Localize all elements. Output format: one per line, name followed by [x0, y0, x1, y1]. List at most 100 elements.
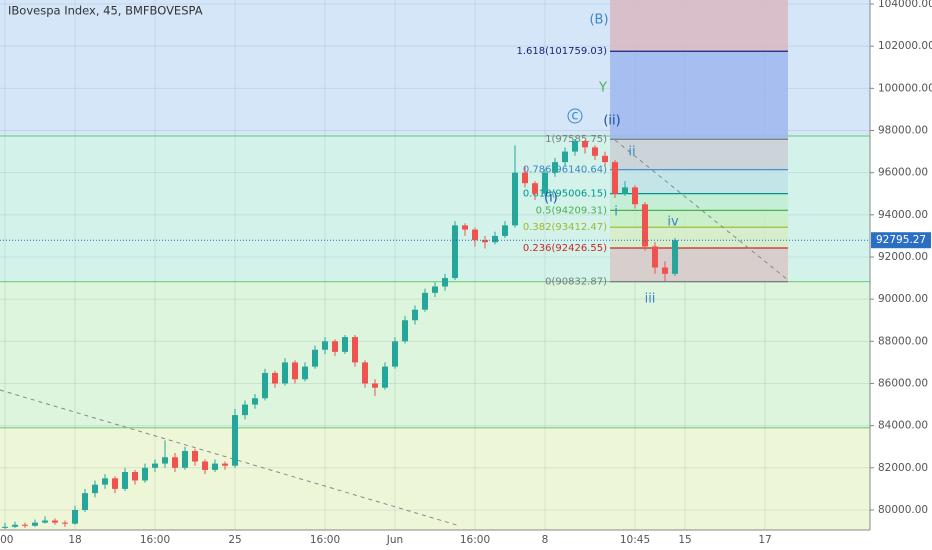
wave-label: (i) [544, 191, 558, 206]
candle-body [192, 450, 198, 462]
fib-band [610, 247, 788, 282]
candle-body [522, 172, 528, 184]
last-price-box [871, 232, 931, 249]
candle-body [502, 225, 508, 236]
candle-body [172, 457, 178, 468]
candle-body [472, 229, 478, 241]
wave-label: i [614, 205, 618, 220]
candle-body [42, 520, 48, 523]
wave-label: (B) [589, 13, 608, 28]
y-tick-label: 82000.00 [878, 462, 928, 474]
candle-body [552, 162, 558, 173]
y-tick-label: 80000.00 [878, 504, 928, 516]
candle-body [52, 520, 58, 523]
candle-body [672, 240, 678, 274]
candle-body [622, 187, 628, 194]
candle-body [662, 267, 668, 274]
x-tick-label: :00 [0, 534, 13, 546]
candle-body [392, 341, 398, 367]
candle-body [102, 478, 108, 485]
x-tick-label: 17 [758, 534, 771, 546]
candle-body [82, 493, 88, 510]
wave-label: iv [667, 215, 679, 230]
chart-title: IBovespa Index, 45, BMFBOVESPA [8, 4, 203, 18]
candle-body [262, 372, 268, 399]
zone [0, 281, 870, 428]
y-tick-label: 102000.00 [878, 40, 932, 52]
candle-body [642, 204, 648, 247]
candle-body [292, 362, 298, 380]
wave-label: (ii) [603, 114, 620, 129]
fib-band [610, 210, 788, 228]
y-tick-label: 86000.00 [878, 377, 928, 389]
candles [0, 139, 870, 529]
candle-body [542, 172, 548, 194]
fib-label: 0.618(95006.15) [523, 189, 607, 200]
wave-circle [567, 108, 583, 124]
candle-body [92, 484, 98, 494]
fib-band [610, 139, 788, 170]
y-tick-label: 100000.00 [878, 82, 932, 94]
candle-body [342, 337, 348, 352]
fibonacci: 0(90832.87) 0.236(92426.55) 0.382(93412.47… [516, 0, 788, 288]
candle-body [62, 522, 68, 524]
fib-band [610, 227, 788, 248]
candle-body [22, 524, 28, 526]
candle-body [112, 478, 118, 489]
candle-body [592, 147, 598, 156]
fib-band [610, 0, 788, 52]
fib-label: 0(90832.87) [545, 277, 607, 288]
fib-label: 0.5(94209.31) [536, 205, 608, 216]
candle-body [222, 463, 228, 466]
candle-body [572, 141, 578, 152]
candle-body [332, 341, 338, 352]
x-tick-label: 25 [228, 534, 241, 546]
candle-body [412, 309, 418, 321]
candle-body [242, 404, 248, 416]
candle-body [422, 292, 428, 310]
candle-body [252, 398, 258, 405]
candle-body [232, 415, 238, 466]
y-tick-label: 104000.00 [878, 0, 932, 10]
candle-body [382, 366, 388, 388]
candle-body [162, 457, 168, 464]
y-tick-label: 94000.00 [878, 209, 928, 221]
candle-body [532, 183, 538, 194]
y-tick-label: 84000.00 [878, 420, 928, 432]
candle-body [612, 162, 618, 194]
candle-body [212, 463, 218, 470]
y-tick-label: 88000.00 [878, 335, 928, 347]
candle-body [122, 472, 128, 489]
candle-body [72, 509, 78, 524]
fib-label: 1.618(101759.03) [516, 46, 607, 57]
candle-body [512, 172, 518, 226]
x-tick-label: 18 [68, 534, 81, 546]
y-tick-label: 98000.00 [878, 124, 928, 136]
trend-line [614, 139, 789, 281]
candle-body [272, 372, 278, 384]
candle-body [2, 526, 8, 528]
fib-label: 0.786(96140.64) [523, 165, 607, 176]
candle-body [482, 240, 488, 243]
candle-body [402, 320, 408, 342]
candle-body [142, 467, 148, 481]
wave-label: ii [628, 145, 635, 160]
wave-label: Y [598, 81, 607, 96]
candle-body [152, 463, 158, 468]
candle-body [312, 349, 318, 367]
y-tick-label: 90000.00 [878, 293, 928, 305]
x-tick-label: 15 [678, 534, 691, 546]
candle-body [182, 450, 188, 468]
candle-body [562, 151, 568, 163]
candle-body [582, 141, 588, 148]
x-tick-label: 16:00 [460, 534, 490, 546]
fib-label: 0.382(93412.47) [523, 222, 607, 233]
candle-body [442, 278, 448, 287]
zone [0, 427, 870, 530]
y-tick-label: 96000.00 [878, 167, 928, 179]
fib-band [610, 51, 788, 140]
fib-band [610, 193, 788, 211]
x-tick-label: 16:00 [310, 534, 340, 546]
fib-label: 0.236(92426.55) [523, 243, 607, 254]
